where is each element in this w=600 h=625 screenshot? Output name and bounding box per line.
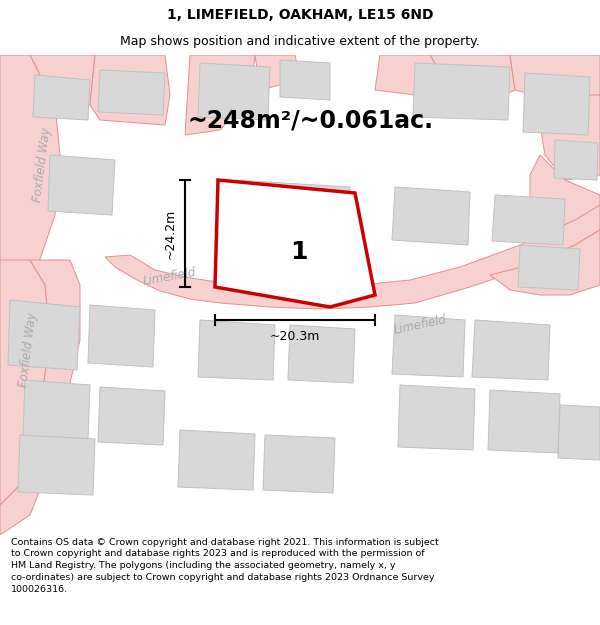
Polygon shape: [198, 320, 275, 380]
Polygon shape: [198, 63, 270, 120]
Polygon shape: [88, 305, 155, 367]
Polygon shape: [23, 380, 90, 440]
Polygon shape: [263, 435, 335, 493]
Polygon shape: [492, 195, 565, 245]
Polygon shape: [0, 260, 50, 505]
Polygon shape: [215, 180, 375, 307]
Polygon shape: [8, 300, 80, 370]
Polygon shape: [398, 385, 475, 450]
Text: Map shows position and indicative extent of the property.: Map shows position and indicative extent…: [120, 35, 480, 48]
Polygon shape: [530, 155, 600, 235]
Polygon shape: [30, 55, 95, 105]
Polygon shape: [288, 325, 355, 383]
Polygon shape: [233, 180, 350, 240]
Text: ~24.2m: ~24.2m: [164, 208, 177, 259]
Polygon shape: [185, 55, 255, 135]
Polygon shape: [90, 55, 170, 125]
Polygon shape: [33, 75, 90, 120]
Polygon shape: [510, 55, 600, 100]
Polygon shape: [490, 230, 600, 295]
Polygon shape: [554, 140, 598, 180]
Polygon shape: [98, 70, 165, 115]
Text: Contains OS data © Crown copyright and database right 2021. This information is : Contains OS data © Crown copyright and d…: [11, 538, 439, 594]
Text: Foxfield Way: Foxfield Way: [17, 312, 39, 388]
Polygon shape: [523, 73, 590, 135]
Polygon shape: [98, 387, 165, 445]
Polygon shape: [392, 315, 465, 377]
Polygon shape: [0, 260, 80, 535]
Polygon shape: [0, 55, 60, 475]
Polygon shape: [540, 95, 600, 180]
Polygon shape: [255, 55, 300, 90]
Text: Limefield: Limefield: [142, 266, 197, 288]
Polygon shape: [518, 245, 580, 290]
Polygon shape: [413, 63, 510, 120]
Polygon shape: [472, 320, 550, 380]
Polygon shape: [558, 405, 600, 460]
Polygon shape: [430, 55, 515, 105]
Text: ~20.3m: ~20.3m: [270, 330, 320, 343]
Polygon shape: [178, 430, 255, 490]
Text: Limefield: Limefield: [392, 313, 448, 337]
Text: 1, LIMEFIELD, OAKHAM, LE15 6ND: 1, LIMEFIELD, OAKHAM, LE15 6ND: [167, 8, 433, 22]
Polygon shape: [392, 187, 470, 245]
Polygon shape: [18, 435, 95, 495]
Polygon shape: [375, 55, 445, 95]
Polygon shape: [488, 390, 560, 453]
Polygon shape: [280, 60, 330, 100]
Text: ~248m²/~0.061ac.: ~248m²/~0.061ac.: [187, 108, 433, 132]
Text: 1: 1: [290, 241, 307, 264]
Polygon shape: [105, 205, 600, 309]
Text: Foxfield Way: Foxfield Way: [31, 127, 53, 203]
Polygon shape: [48, 155, 115, 215]
